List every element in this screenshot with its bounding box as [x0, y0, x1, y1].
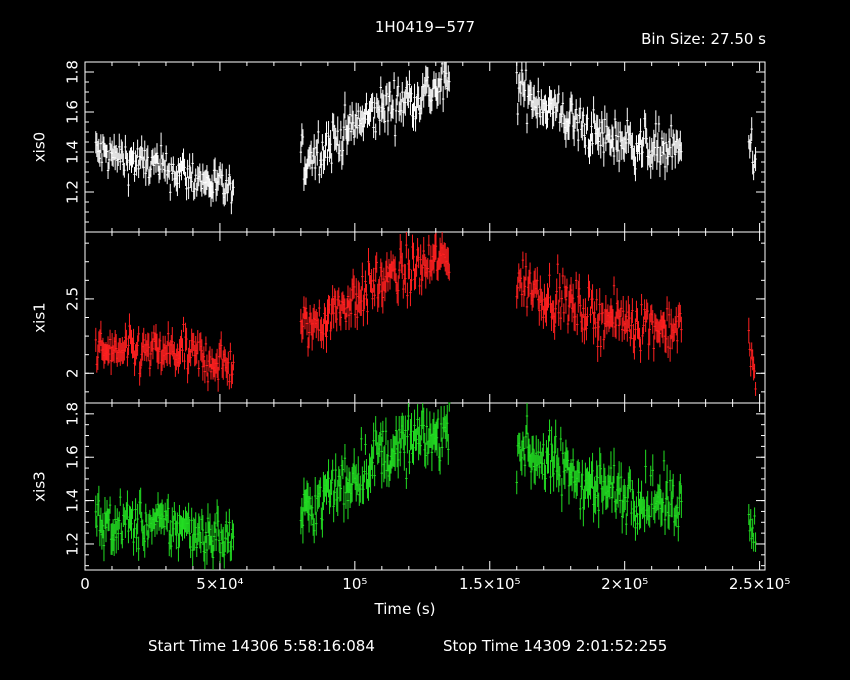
bin-size-label: Bin Size: 27.50 s: [641, 30, 766, 48]
panel-frame-xis3: [84, 402, 766, 571]
x-tick-label: 2×10⁵: [601, 575, 648, 593]
x-tick-label: 0: [80, 575, 90, 593]
y-tick-label: 1.4: [64, 140, 82, 164]
y-tick-label: 2.5: [64, 287, 82, 311]
y-axis-label-xis3: xis3: [31, 471, 49, 501]
y-tick-label: 1.6: [64, 445, 82, 469]
y-axis-label-xis1: xis1: [31, 302, 49, 332]
x-tick-label: 5×10⁴: [196, 575, 243, 593]
y-tick-label: 1.4: [64, 489, 82, 513]
x-tick-label: 2.5×10⁵: [729, 575, 791, 593]
y-tick-label: 1.2: [64, 532, 82, 556]
y-tick-label: 2: [64, 368, 82, 378]
y-tick-label: 1.2: [64, 180, 82, 204]
y-tick-label: 1.6: [64, 100, 82, 124]
x-tick-label: 10⁵: [342, 575, 367, 593]
stop-time-label: Stop Time 14309 2:01:52:255: [443, 637, 668, 655]
x-axis-label: Time (s): [374, 600, 436, 618]
y-tick-label: 1.8: [64, 60, 82, 84]
start-time-label: Start Time 14306 5:58:16:084: [148, 637, 375, 655]
chart-title: 1H0419−577: [374, 18, 476, 36]
y-tick-label: 1.8: [64, 402, 82, 426]
y-axis-label-xis0: xis0: [31, 132, 49, 162]
x-tick-label: 1.5×10⁵: [459, 575, 521, 593]
